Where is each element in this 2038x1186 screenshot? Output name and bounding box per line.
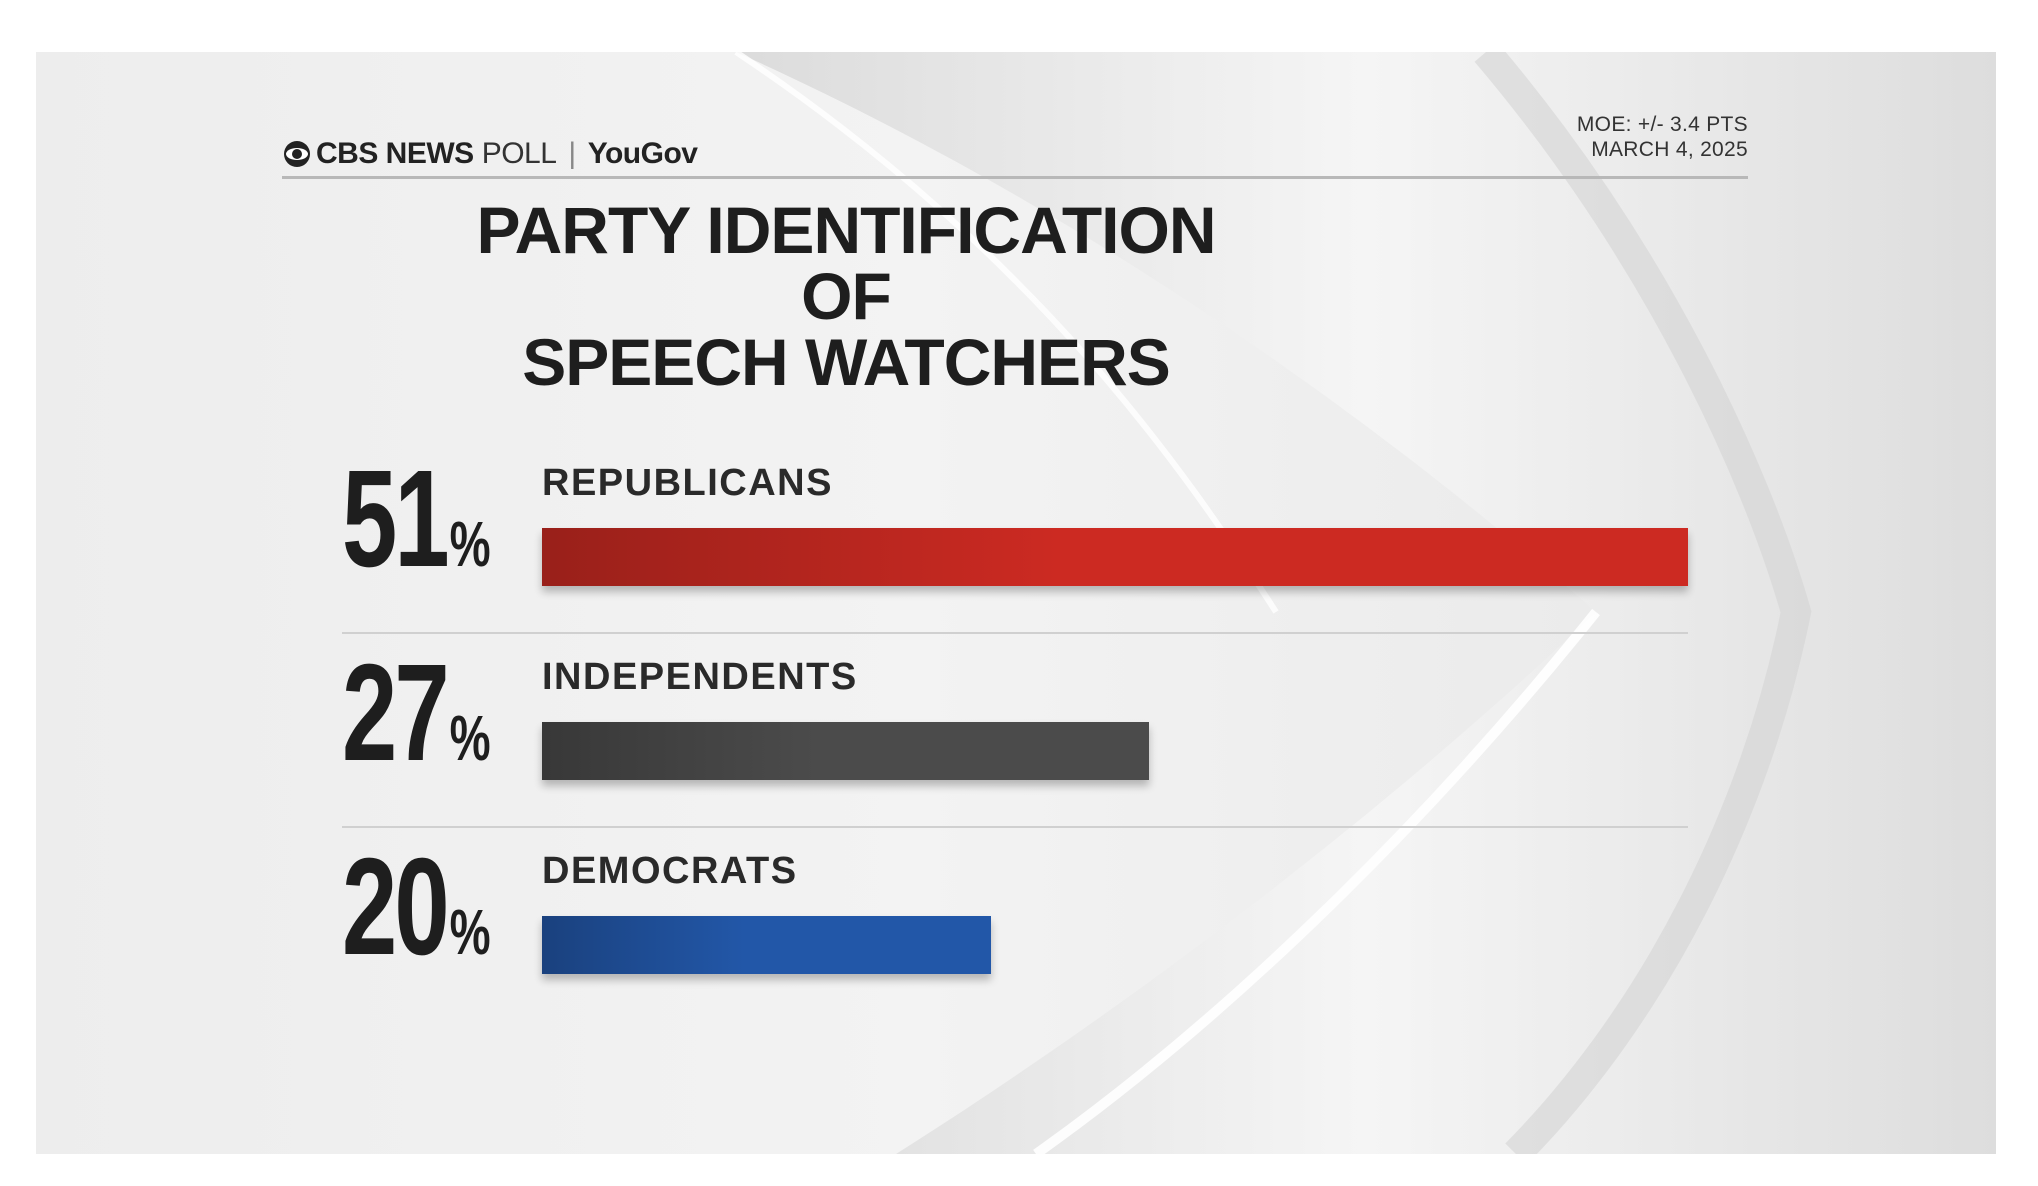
data-label: 27% (342, 644, 491, 798)
chart-title: PARTY IDENTIFICATION OF SPEECH WATCHERS (436, 197, 1256, 395)
bar-track (542, 722, 1688, 780)
data-label: 51% (342, 450, 491, 604)
brand-poll: POLL (481, 137, 557, 170)
brand-name: CBS NEWS (316, 137, 474, 170)
chart-title-line-1: PARTY IDENTIFICATION OF (476, 193, 1217, 333)
poll-date: MARCH 4, 2025 (1591, 138, 1748, 161)
row-divider (342, 826, 1688, 828)
category-label: INDEPENDENTS (542, 656, 858, 698)
category-label: DEMOCRATS (542, 850, 798, 892)
poll-meta: MOE: +/- 3.4 PTS MARCH 4, 2025 (1577, 112, 1748, 162)
partner-name: YouGov (587, 137, 698, 170)
header-divider (282, 176, 1748, 179)
chart-title-line-2: SPEECH WATCHERS (522, 325, 1171, 399)
bar (542, 722, 1149, 780)
category-label: REPUBLICANS (542, 462, 833, 504)
bar-row: 20% DEMOCRATS (342, 838, 1688, 1030)
percent-sign: % (449, 508, 491, 580)
background-swoosh (734, 52, 1996, 1154)
bar (542, 528, 1688, 586)
bar-row: 27% INDEPENDENTS (342, 644, 1688, 836)
row-divider (342, 632, 1688, 634)
bar (542, 916, 992, 974)
chart-panel: CBS NEWS POLL | YouGov MOE: +/- 3.4 PTS … (36, 52, 1996, 1154)
poll-brand: CBS NEWS POLL | YouGov (282, 134, 698, 174)
percent-sign: % (449, 702, 491, 774)
cbs-eye-icon (284, 141, 310, 167)
data-label: 20% (342, 838, 491, 992)
data-label-value: 27 (342, 636, 450, 790)
bar-row: 51% REPUBLICANS (342, 450, 1688, 642)
data-label-value: 20 (342, 830, 450, 984)
data-label-value: 51 (342, 442, 450, 596)
bar-track (542, 528, 1688, 586)
bar-track (542, 916, 1688, 974)
percent-sign: % (449, 896, 491, 968)
margin-of-error: MOE: +/- 3.4 PTS (1576, 113, 1748, 136)
brand-separator: | (568, 137, 576, 170)
